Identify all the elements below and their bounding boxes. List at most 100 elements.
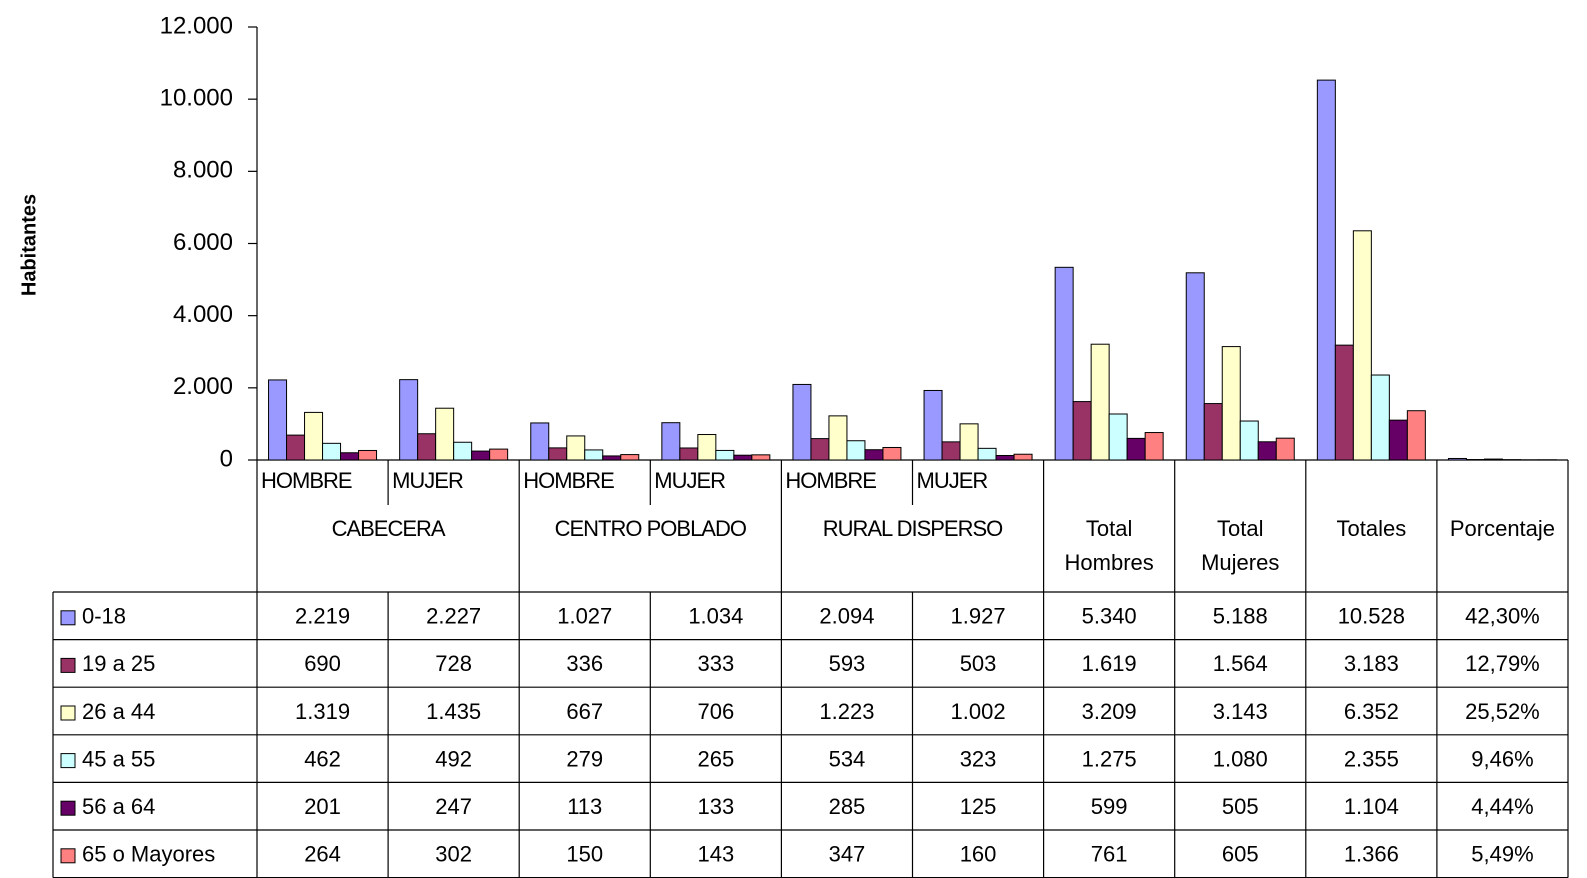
bar	[322, 442, 342, 461]
table-value: 1.034	[688, 604, 743, 629]
table-value: 462	[304, 746, 341, 771]
bar	[471, 450, 491, 461]
legend-swatch	[60, 610, 76, 626]
bar	[1406, 410, 1426, 461]
legend-swatch	[60, 705, 76, 721]
table-value: 1.080	[1213, 746, 1268, 771]
table-value: 3.183	[1344, 651, 1399, 676]
table-value: 6.352	[1344, 699, 1399, 724]
bar	[435, 407, 455, 461]
table-value: 3.143	[1213, 699, 1268, 724]
y-tick-label: 8.000	[173, 157, 233, 184]
table-value: 605	[1222, 842, 1259, 867]
category-label: Porcentaje	[1449, 516, 1556, 541]
table-value: 2.219	[295, 604, 350, 629]
table-value: 150	[566, 842, 603, 867]
bar	[1388, 419, 1408, 461]
table-value: 5,49%	[1471, 842, 1533, 867]
table-value: 1.435	[426, 699, 481, 724]
table-value: 323	[960, 746, 997, 771]
table-value: 160	[960, 842, 997, 867]
bar	[1370, 374, 1390, 461]
category-label: MUJER	[392, 468, 463, 493]
bar	[1072, 401, 1092, 461]
legend-swatch	[60, 848, 76, 864]
table-value: 9,46%	[1471, 746, 1533, 771]
table-value: 42,30%	[1465, 604, 1540, 629]
table-value: 279	[566, 746, 603, 771]
bar	[715, 449, 735, 461]
bar	[1221, 346, 1241, 461]
table-value: 5.340	[1082, 604, 1137, 629]
category-label: HOMBRE	[785, 468, 876, 493]
table-value: 1.319	[295, 699, 350, 724]
table-value: 1.027	[557, 604, 612, 629]
table-value: 125	[960, 794, 997, 819]
legend-label: 65 o Mayores	[82, 842, 215, 867]
bar	[1352, 230, 1372, 461]
table-value: 534	[829, 746, 866, 771]
table-value: 133	[697, 794, 734, 819]
bar	[697, 434, 717, 461]
bar	[1316, 79, 1336, 461]
bar	[882, 446, 902, 461]
table-value: 667	[566, 699, 603, 724]
table-value: 25,52%	[1465, 699, 1540, 724]
bar	[733, 454, 753, 461]
bar	[846, 440, 866, 461]
table-value: 1.275	[1082, 746, 1137, 771]
table-value: 143	[697, 842, 734, 867]
bar	[1144, 432, 1164, 461]
bar	[1090, 343, 1110, 461]
category-group-label: CABECERA	[332, 516, 446, 541]
bar	[548, 447, 568, 461]
bar	[941, 441, 961, 461]
table-value: 10.528	[1338, 604, 1405, 629]
bar	[417, 433, 437, 461]
table-value: 5.188	[1213, 604, 1268, 629]
table-value: 593	[829, 651, 866, 676]
category-label: Total Hombres	[1064, 516, 1154, 575]
table-value: 728	[435, 651, 472, 676]
legend-label: 56 a 64	[82, 794, 155, 819]
table-value: 201	[304, 794, 341, 819]
table-value: 247	[435, 794, 472, 819]
bar	[995, 454, 1015, 461]
table-value: 503	[960, 651, 997, 676]
bar	[1185, 272, 1205, 461]
bar	[1257, 441, 1277, 461]
bar	[923, 389, 943, 461]
bar	[340, 452, 360, 461]
legend-label: 26 a 44	[82, 699, 155, 724]
bar	[1126, 437, 1146, 461]
table-value: 264	[304, 842, 341, 867]
bar	[268, 379, 288, 461]
legend-label: 0-18	[82, 604, 126, 629]
table-value: 4,44%	[1471, 794, 1533, 819]
y-tick-label: 4.000	[173, 301, 233, 328]
table-value: 1.564	[1213, 651, 1268, 676]
table-value: 492	[435, 746, 472, 771]
category-label: MUJER	[917, 468, 988, 493]
table-value: 1.223	[819, 699, 874, 724]
table-value: 1.619	[1082, 651, 1137, 676]
table-value: 333	[697, 651, 734, 676]
bar	[530, 422, 550, 461]
bar	[602, 455, 622, 461]
bar	[1275, 437, 1295, 461]
table-value: 1.927	[951, 604, 1006, 629]
bar	[864, 449, 884, 461]
category-label: Total Mujeres	[1201, 516, 1280, 575]
table-value: 2.094	[819, 604, 874, 629]
table-value: 761	[1091, 842, 1128, 867]
category-group-label: RURAL DISPERSO	[823, 516, 1003, 541]
bar	[792, 383, 812, 461]
table-value: 706	[697, 699, 734, 724]
bar	[566, 435, 586, 461]
bar	[679, 447, 699, 461]
bar	[828, 415, 848, 461]
y-tick-label: 12.000	[160, 12, 233, 39]
bar	[584, 449, 604, 461]
table-value: 505	[1222, 794, 1259, 819]
